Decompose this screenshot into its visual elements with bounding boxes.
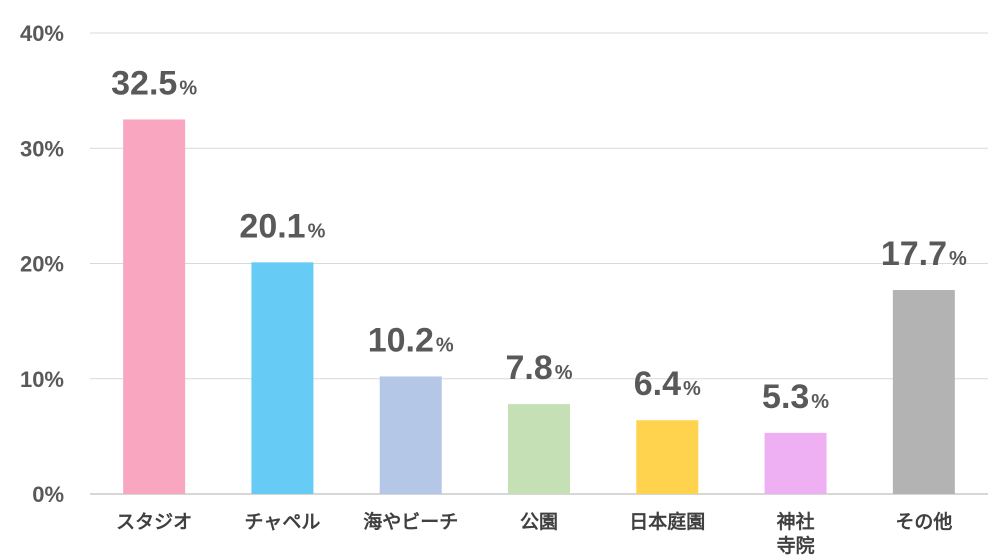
data-label-unit: %: [308, 220, 326, 242]
x-tick-label: 日本庭園: [629, 510, 705, 533]
data-label-unit: %: [949, 248, 967, 270]
x-tick-label: 公園: [520, 511, 558, 533]
data-label-value: 6.4: [634, 365, 681, 403]
bar: [508, 404, 570, 494]
bars: [123, 119, 955, 494]
y-axis: 0% 10% 20% 30% 40%: [20, 21, 64, 507]
y-tick-label: 20%: [20, 252, 64, 277]
value-labels: 32.5 %20.1 %10.2 %7.8% 6.4% 5.3 %17.7%: [111, 64, 967, 415]
data-label-unit: %: [683, 378, 701, 400]
data-label-unit: %: [811, 391, 829, 413]
data-label-value: 32.5: [111, 64, 177, 102]
bar: [251, 262, 314, 494]
data-label-value: 17.7: [881, 235, 947, 273]
x-tick-label: 寺院: [777, 534, 815, 557]
data-label: 32.5%: [111, 64, 197, 102]
x-tick-label: その他: [895, 510, 952, 533]
y-tick-label: 10%: [20, 367, 64, 392]
x-tick-label: 神社: [777, 510, 815, 533]
bar: [764, 432, 827, 494]
y-tick-label: 40%: [20, 21, 64, 46]
bar: [123, 119, 186, 494]
data-label-unit: %: [436, 334, 454, 356]
data-label: 10.2%: [368, 321, 454, 359]
y-tick-label: 30%: [20, 136, 64, 161]
y-tick-label: 0%: [32, 482, 64, 507]
data-label: 6.4%: [634, 365, 701, 403]
bar: [892, 290, 955, 494]
data-label-value: 5.3: [762, 378, 809, 416]
data-label-unit: %: [179, 77, 197, 99]
data-label-unit: %: [555, 362, 573, 384]
data-label-value: 20.1: [239, 207, 305, 245]
x-tick-label: スタジオ: [116, 511, 192, 533]
data-label-value: 7.8: [505, 349, 552, 387]
data-label: 20.1%: [239, 207, 325, 245]
data-label-value: 10.2: [368, 321, 434, 359]
data-label: 17.7%: [881, 235, 967, 273]
bar: [636, 420, 699, 494]
data-label: 7.8%: [505, 349, 572, 387]
bar: [379, 376, 442, 494]
x-tick-label: チャペル: [245, 511, 321, 533]
data-label: 5.3%: [762, 378, 829, 416]
x-tick-label: 海やビーチ: [363, 510, 458, 533]
